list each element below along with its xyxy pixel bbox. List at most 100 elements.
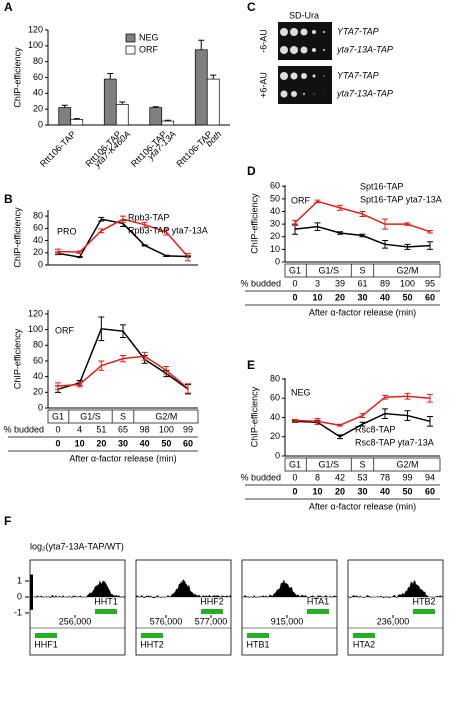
legend-entry: Spt16-TAP bbox=[360, 181, 403, 191]
gene-label: HHF1 bbox=[34, 639, 58, 649]
gene-bottom bbox=[141, 633, 163, 638]
coordinate: 577,000 bbox=[195, 616, 228, 626]
strain: YTA7-TAP bbox=[337, 70, 379, 80]
x-tick-label: 30 bbox=[357, 292, 367, 302]
gene-top bbox=[413, 609, 435, 614]
error-bar bbox=[292, 418, 298, 422]
budded-value: 51 bbox=[96, 424, 106, 434]
x-tick-label: 60 bbox=[425, 292, 435, 302]
error-bar bbox=[314, 417, 321, 425]
error-bar bbox=[185, 383, 191, 394]
error-bar bbox=[98, 360, 105, 371]
error-bar bbox=[76, 250, 83, 254]
y-tick-label: 20 bbox=[33, 247, 43, 257]
spot bbox=[290, 28, 298, 36]
gene-top bbox=[307, 609, 329, 614]
y-tick-label: 120 bbox=[28, 308, 43, 318]
spot bbox=[291, 91, 297, 97]
gene-top bbox=[95, 609, 117, 614]
y-axis-label: ChIP-efficiency bbox=[249, 193, 259, 254]
bar bbox=[115, 104, 129, 126]
panel-label: ORF bbox=[55, 325, 75, 335]
error-bar bbox=[404, 392, 411, 400]
y-tick-label: 120 bbox=[28, 24, 43, 34]
y-tick-label: 0 bbox=[38, 402, 43, 412]
signal bbox=[241, 579, 338, 599]
error-bar bbox=[76, 255, 83, 259]
coordinate: 236,000 bbox=[377, 616, 410, 626]
error-bar bbox=[120, 324, 126, 338]
gene-bottom bbox=[353, 633, 375, 638]
budded-value: 98 bbox=[140, 424, 150, 434]
phase-label: S bbox=[120, 411, 126, 421]
panel-letter: C bbox=[247, 0, 256, 14]
plate bbox=[278, 22, 332, 60]
legend-entry: Rpb3-TAP yta7-13A bbox=[128, 225, 208, 235]
legend-entry: ORF bbox=[139, 44, 159, 54]
y-tick-label: 40 bbox=[33, 88, 43, 98]
x-axis-label: After α-factor release (min) bbox=[69, 453, 176, 463]
budded-value: 42 bbox=[335, 472, 345, 482]
bar bbox=[206, 78, 220, 126]
error-bar bbox=[76, 381, 83, 388]
spot bbox=[313, 93, 315, 95]
x-tick-label: 60 bbox=[425, 486, 435, 496]
legend-entry: Rsc8-TAP bbox=[355, 424, 395, 434]
error-bar bbox=[359, 413, 366, 418]
y-tick-label: 30 bbox=[270, 219, 280, 229]
y-tick-label: 60 bbox=[270, 393, 280, 403]
error-bar bbox=[210, 74, 217, 80]
y-tick-label: 20 bbox=[33, 104, 43, 114]
y-tick-label: 40 bbox=[33, 235, 43, 245]
error-bar bbox=[337, 204, 343, 211]
spot bbox=[280, 28, 288, 36]
budded-value: 100 bbox=[159, 424, 174, 434]
spot bbox=[300, 46, 308, 54]
x-tick-label: Rtt106-TAP bbox=[38, 129, 78, 169]
error-bar bbox=[98, 316, 105, 342]
error-bar bbox=[337, 423, 343, 427]
y-tick-label: 50 bbox=[270, 193, 280, 203]
y-tick-label: 0 bbox=[275, 256, 280, 266]
condition: -6-AU bbox=[258, 29, 268, 53]
y-tick-label: 1 bbox=[17, 575, 22, 585]
phase-box bbox=[284, 457, 441, 472]
budded-value: 39 bbox=[335, 278, 345, 288]
gene-bottom bbox=[35, 633, 57, 638]
error-bar bbox=[382, 394, 388, 400]
error-bar bbox=[314, 222, 321, 231]
bar bbox=[149, 107, 163, 126]
strain: yta7-13A-TAP bbox=[336, 88, 393, 98]
panel-letter: F bbox=[4, 514, 11, 528]
error-bar bbox=[382, 408, 388, 419]
x-tick-label: 20 bbox=[335, 292, 345, 302]
y-tick-label: 60 bbox=[33, 72, 43, 82]
region-box bbox=[347, 559, 444, 656]
error-bar bbox=[404, 410, 411, 421]
error-bar bbox=[61, 104, 68, 108]
x-tick-label: 40 bbox=[380, 292, 390, 302]
x-tick-label: 60 bbox=[183, 438, 193, 448]
budded-value: 78 bbox=[380, 472, 390, 482]
spot bbox=[323, 75, 325, 77]
x-tick-label: 0 bbox=[292, 292, 297, 302]
error-bar bbox=[55, 382, 61, 390]
gene-label: HHF2 bbox=[200, 596, 224, 606]
error-bar bbox=[314, 199, 321, 204]
spot bbox=[312, 74, 316, 78]
strain: YTA7-TAP bbox=[337, 26, 379, 36]
budded-value: 100 bbox=[400, 278, 415, 288]
y-tick-label: 100 bbox=[28, 40, 43, 50]
y-tick-label: 10 bbox=[270, 244, 280, 254]
error-bar bbox=[120, 354, 126, 363]
coordinate: 256,000 bbox=[59, 616, 92, 626]
x-tick-label: 40 bbox=[380, 486, 390, 496]
error-bar bbox=[163, 365, 170, 375]
spot bbox=[312, 30, 316, 34]
spot bbox=[312, 48, 316, 52]
gene-label: HHT1 bbox=[94, 596, 118, 606]
error-bar bbox=[337, 434, 343, 440]
bar bbox=[161, 120, 175, 126]
phase-box bbox=[284, 263, 441, 278]
